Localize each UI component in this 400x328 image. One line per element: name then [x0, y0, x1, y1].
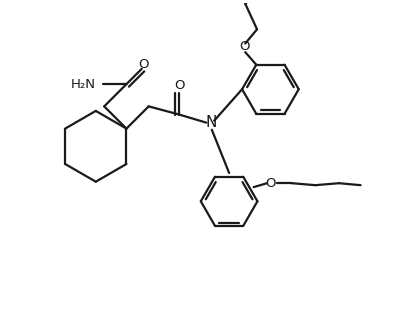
Text: O: O	[266, 177, 276, 190]
Text: N: N	[205, 115, 217, 130]
Text: H₂N: H₂N	[71, 78, 96, 91]
Text: O: O	[239, 40, 249, 53]
Text: O: O	[174, 79, 184, 92]
Text: O: O	[138, 58, 149, 71]
